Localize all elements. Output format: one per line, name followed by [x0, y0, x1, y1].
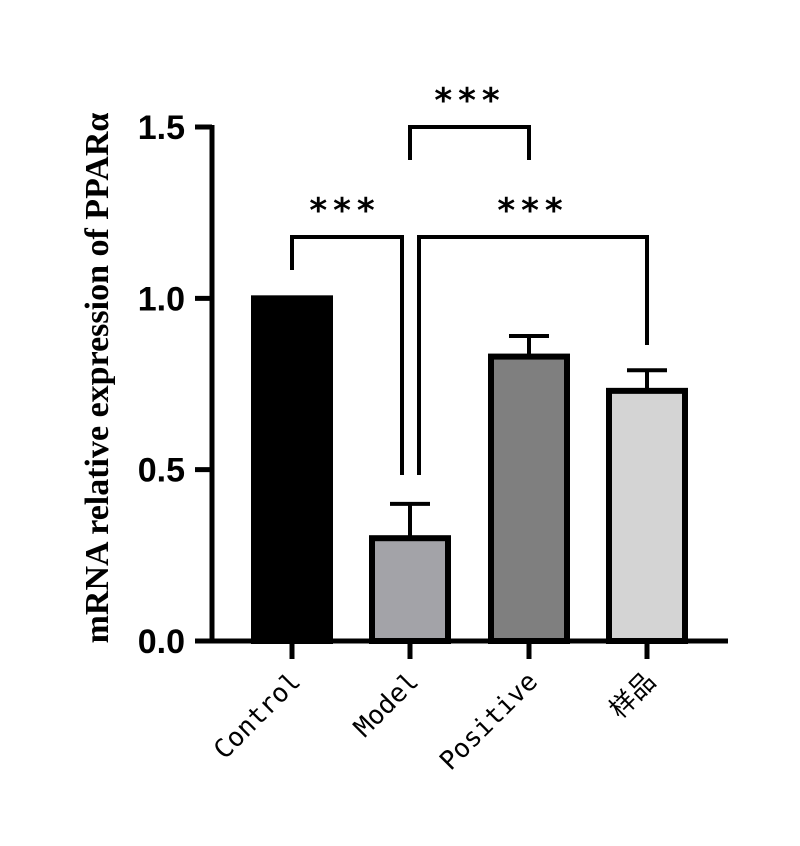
bar-2	[369, 535, 451, 645]
significance-bracket-1	[290, 235, 404, 475]
y-tick-label-1: 0.0	[138, 623, 185, 661]
significance-label-1: ***	[309, 191, 380, 231]
significance-label-3: ***	[497, 191, 568, 231]
y-tick-label-3: 1.0	[138, 280, 185, 318]
y-tick-label-2: 0.5	[138, 452, 185, 490]
bars	[251, 295, 688, 645]
x-tick-label-2: Model	[348, 667, 425, 744]
bar-1	[251, 295, 333, 644]
x-tick-label-3: Positive	[434, 667, 544, 777]
bar-3	[488, 353, 570, 644]
tick-labels: 0.0 0.5 1.0 1.5 Control Model Positive 样品	[138, 109, 662, 777]
significance-brackets: *** *** ***	[290, 81, 649, 475]
significance-label-2: ***	[434, 81, 505, 121]
bar-4	[606, 387, 688, 644]
x-tick-label-1: Control	[208, 667, 307, 766]
y-axis-title: mRNA relative expression of PPARα	[79, 113, 116, 644]
significance-bracket-2	[408, 125, 531, 160]
x-tick-label-4: 样品	[604, 667, 662, 725]
significance-bracket-3	[417, 235, 649, 475]
error-bars	[390, 334, 667, 539]
y-tick-label-4: 1.5	[138, 109, 185, 147]
